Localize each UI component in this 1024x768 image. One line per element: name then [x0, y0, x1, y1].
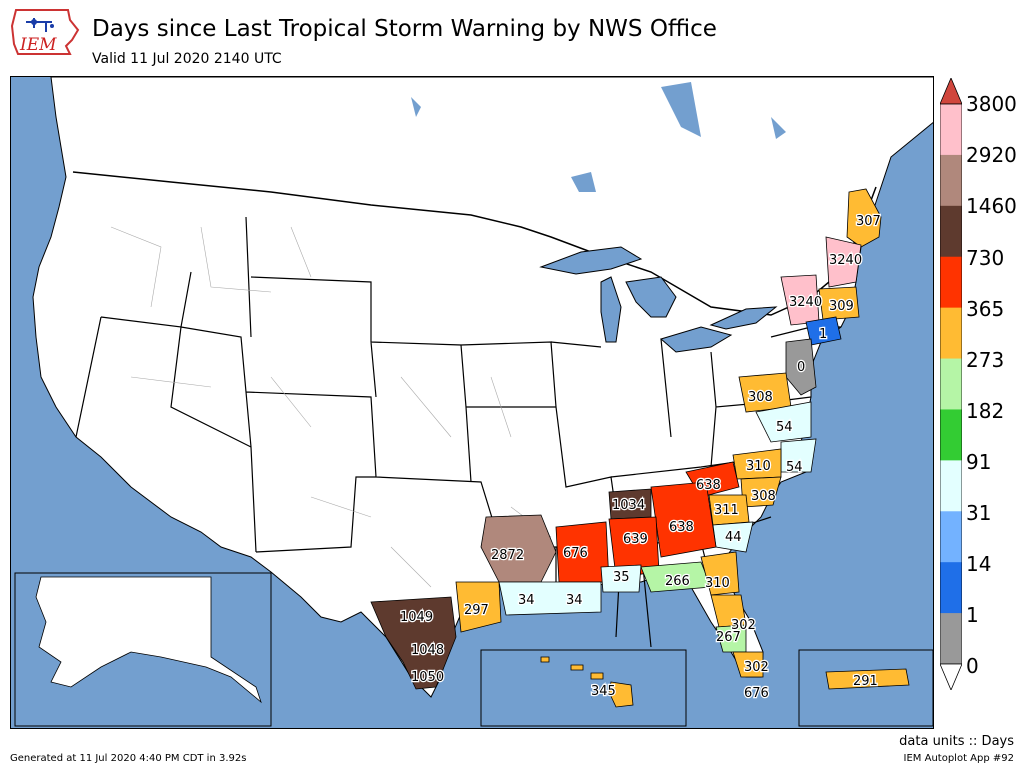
label-mobile: 35 — [613, 570, 630, 585]
colorbar-segment — [940, 613, 962, 665]
label-miami: 302 — [744, 660, 769, 675]
label-morehead-city: 54 — [786, 460, 803, 475]
label-mount-holly: 0 — [797, 360, 805, 375]
map-panel: 307 3240 3240 309 1 0 308 54 54 310 308 … — [10, 76, 934, 729]
label-caribou: 307 — [856, 214, 881, 229]
region-jacksonville — [700, 551, 740, 596]
colorbar-tick: 0 — [966, 654, 979, 678]
hawaii-inset — [480, 649, 687, 727]
label-tampa: 302 — [731, 618, 756, 633]
region-south-texas — [370, 596, 457, 690]
iem-logo: IEM — [10, 9, 80, 55]
label-key-west: 676 — [744, 686, 769, 701]
region-wakefield — [755, 401, 812, 443]
label-gray: 3240 — [829, 253, 862, 268]
colorbar-under-arrow — [940, 663, 962, 690]
colorbar-tick: 1 — [966, 603, 979, 627]
label-new-york: 1 — [819, 327, 827, 342]
label-raleigh: 310 — [746, 459, 771, 474]
label-brownsville: 1050 — [411, 670, 444, 685]
region-lake-charles-new-orleans — [498, 581, 602, 616]
data-units-label: data units :: Days — [899, 734, 1014, 749]
region-new-york — [805, 316, 842, 346]
map-title: Days since Last Tropical Storm Warning b… — [92, 16, 717, 42]
label-birmingham: 639 — [623, 532, 648, 547]
colorbar-tick: 730 — [966, 246, 1005, 270]
region-labels: 307 3240 3240 309 1 0 308 54 54 310 308 … — [399, 213, 882, 703]
region-peachtree-city — [650, 481, 717, 558]
label-wilmington: 308 — [751, 489, 776, 504]
colorbar-tick: 14 — [966, 552, 992, 576]
label-corpus-christi: 1048 — [411, 643, 444, 658]
label-honolulu: 345 — [591, 684, 616, 699]
map-subtitle: Valid 11 Jul 2020 2140 UTC — [92, 51, 282, 67]
label-austin-san-antonio: 1049 — [400, 610, 433, 625]
puerto-rico-island — [825, 668, 910, 690]
region-mobile — [600, 564, 642, 593]
northern-lakes — [411, 82, 786, 192]
great-lakes — [539, 246, 778, 353]
region-maine-north — [846, 188, 882, 248]
label-lake-charles: 34 — [518, 593, 535, 608]
label-columbia: 311 — [714, 503, 739, 518]
label-new-orleans: 34 — [566, 593, 583, 608]
colorbar-segment — [940, 409, 962, 461]
label-jacksonville: 310 — [705, 576, 730, 591]
colorbar-tick: 1460 — [966, 194, 1017, 218]
colorbar-over-arrow — [940, 78, 962, 105]
colorbar-segment — [940, 104, 962, 156]
label-san-juan: 291 — [853, 674, 878, 689]
colorbar-segment — [940, 256, 962, 309]
colorbar-tick: 3800 — [966, 92, 1017, 116]
region-maine-south — [825, 236, 862, 288]
colorbar-segment — [940, 358, 962, 410]
region-houston — [455, 581, 502, 633]
colorbar-tick: 182 — [966, 399, 1005, 423]
colorbar-tick: 365 — [966, 297, 1005, 321]
colorbar-segment — [940, 154, 962, 207]
label-albany: 3240 — [789, 295, 822, 310]
label-huntsville: 1034 — [612, 498, 645, 513]
label-charleston: 44 — [725, 530, 742, 545]
state-borders — [75, 216, 841, 648]
label-sterling: 308 — [748, 390, 773, 405]
region-mount-holly — [785, 338, 817, 396]
colorbar-tick: 2920 — [966, 143, 1017, 167]
label-wakefield: 54 — [776, 420, 793, 435]
region-boston — [818, 286, 860, 321]
colorbar — [940, 78, 962, 690]
label-houston: 297 — [464, 603, 489, 618]
colorbar-segment — [940, 205, 962, 258]
colorbar-tick: 31 — [966, 501, 992, 525]
cwa-borders — [110, 226, 552, 588]
generated-timestamp: Generated at 11 Jul 2020 4:40 PM CDT in … — [10, 753, 247, 764]
conus-map: 307 3240 3240 309 1 0 308 54 54 310 308 … — [11, 77, 933, 728]
colorbar-tick: 91 — [966, 450, 992, 474]
alaska-land — [35, 576, 262, 704]
label-peachtree-city: 638 — [669, 520, 694, 535]
region-miami — [732, 651, 764, 678]
colorbar-segment — [940, 511, 962, 563]
label-ruskin: 267 — [716, 630, 741, 645]
colorbar-segment — [940, 307, 962, 360]
label-boston: 309 — [829, 299, 854, 314]
colorbar-segment — [940, 460, 962, 512]
label-shreveport: 2872 — [491, 548, 524, 563]
hawaii-islands — [540, 656, 634, 708]
logo-text: IEM — [19, 35, 57, 55]
app-credit: IEM Autoplot App #92 — [903, 753, 1014, 764]
colorbar-tick: 273 — [966, 348, 1005, 372]
colorbar-segments — [940, 103, 962, 665]
cwa-regions — [370, 188, 882, 690]
colorbar-segment — [940, 562, 962, 614]
puerto-rico-inset — [798, 649, 933, 727]
label-greenville: 638 — [696, 478, 721, 493]
label-tallahassee: 266 — [665, 574, 690, 589]
label-jackson: 676 — [563, 546, 588, 561]
